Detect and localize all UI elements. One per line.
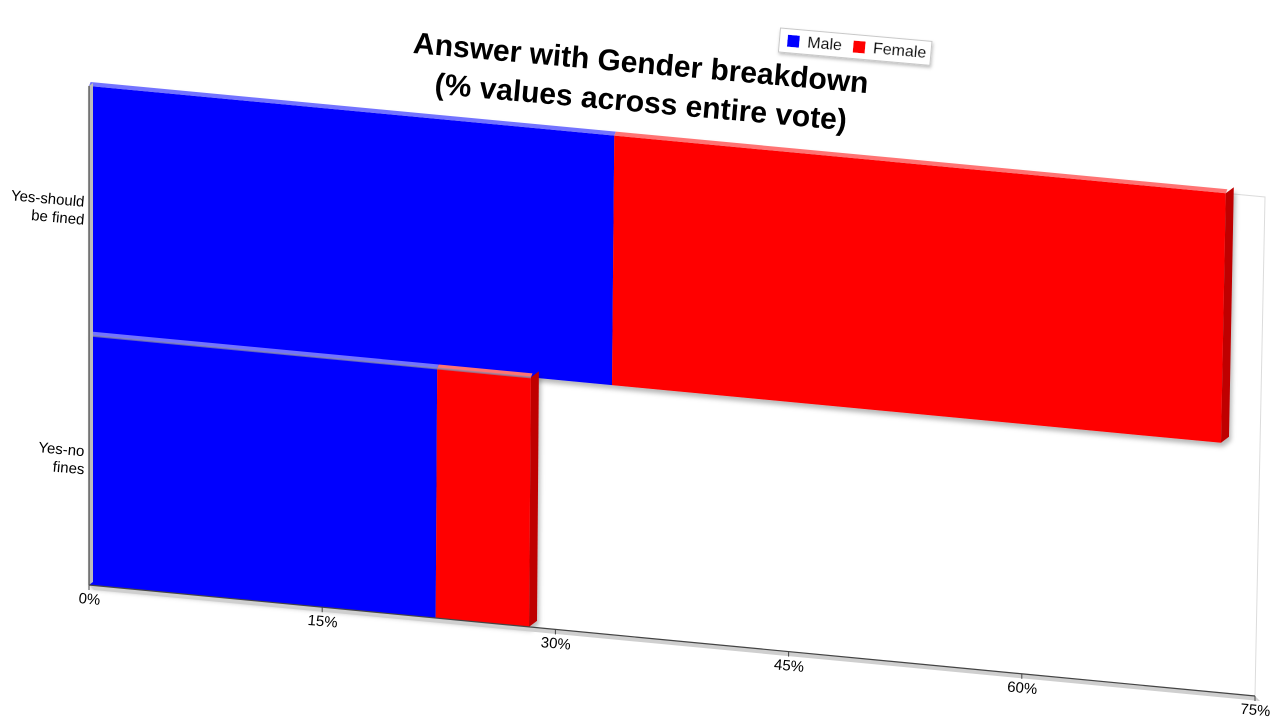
category-label: be fined	[30, 207, 85, 229]
x-tick-label: 15%	[307, 612, 338, 632]
x-tick-label: 60%	[1006, 679, 1037, 699]
bar-face	[435, 368, 531, 627]
x-axis-line	[88, 584, 1256, 697]
legend-swatch-female	[852, 40, 866, 54]
plot-area	[88, 82, 1266, 697]
x-tick-label: 30%	[540, 634, 571, 654]
bar-male-2	[89, 331, 439, 618]
bar-top-edge	[437, 364, 533, 378]
bar-face	[89, 335, 438, 618]
category-label: Yes-no	[38, 439, 85, 460]
x-tick-label: 75%	[1240, 701, 1271, 720]
category-label: fines	[52, 459, 85, 479]
category-label: Yes-should	[10, 187, 85, 210]
bar-side	[529, 371, 539, 627]
category-separator	[88, 334, 531, 379]
bar-top-edge	[89, 331, 439, 369]
bar-face	[612, 135, 1226, 443]
bar-female-2	[435, 364, 539, 627]
bar-female-1	[612, 131, 1234, 443]
legend-label-male: Male	[807, 34, 843, 54]
legend: Male Female	[777, 27, 933, 66]
bar-top-edge	[89, 82, 616, 136]
legend-swatch-male	[786, 34, 800, 48]
bar-side	[1221, 187, 1234, 443]
x-axis-floor	[89, 585, 1260, 701]
x-axis: 0% 15% 30% 45% 60% 75%	[78, 584, 1271, 720]
legend-box: Male Female	[777, 27, 933, 66]
y-axis-wall	[89, 83, 93, 585]
x-tick-label: 45%	[773, 656, 804, 676]
legend-label-female: Female	[872, 40, 927, 62]
bar-top-edge	[614, 131, 1228, 194]
bar-face	[89, 86, 615, 386]
bar-male-1	[89, 82, 616, 386]
x-tick-label: 0%	[78, 590, 101, 609]
